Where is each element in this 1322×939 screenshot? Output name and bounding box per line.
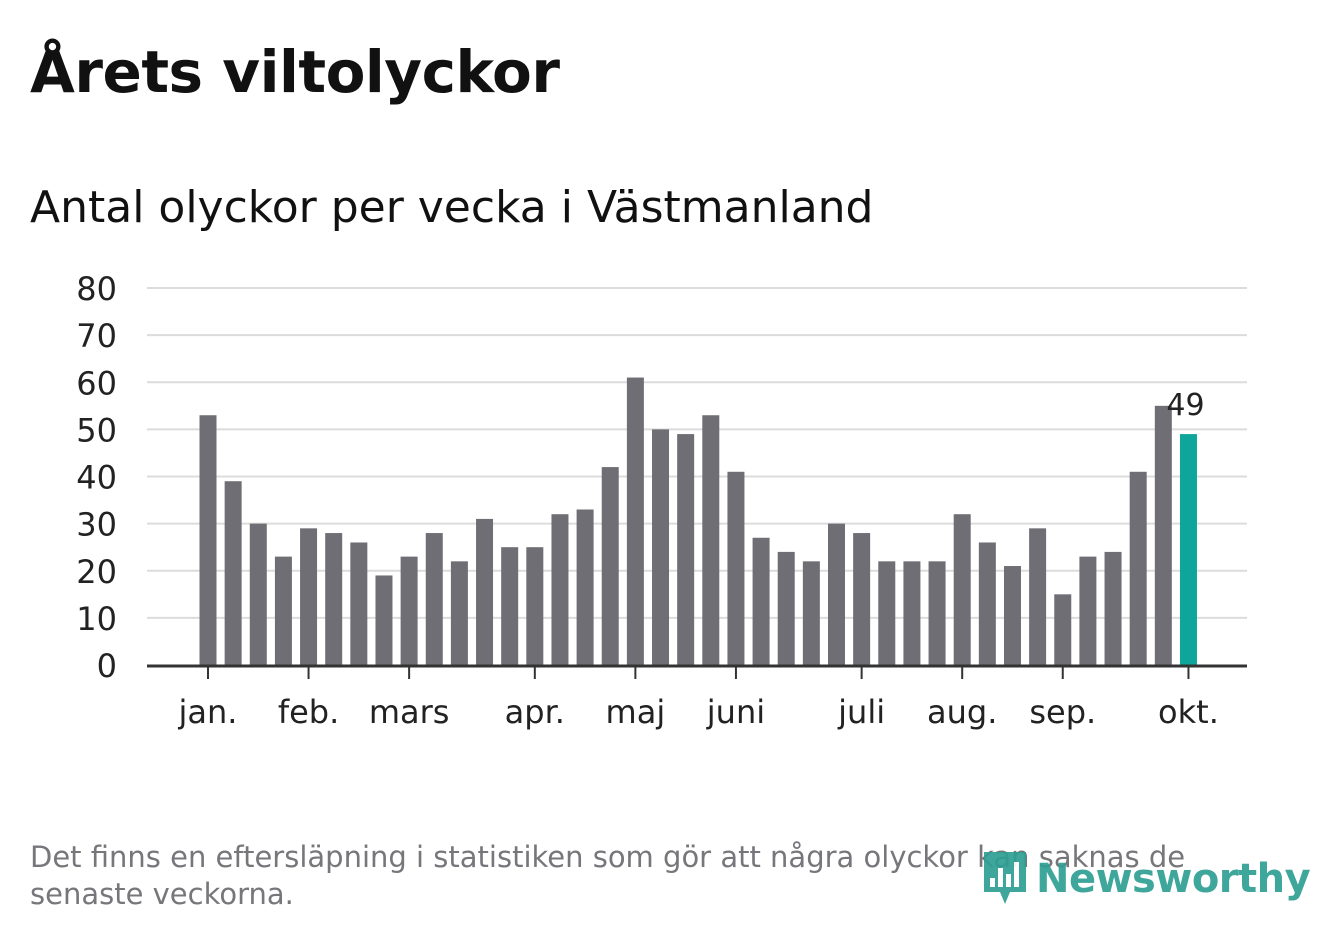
bar (1003, 566, 1021, 665)
bar (903, 561, 921, 665)
y-tick-label: 20 (76, 553, 117, 591)
x-tick-label: juni (706, 693, 765, 731)
bar (702, 415, 720, 665)
x-tick-label: maj (606, 693, 666, 731)
newsworthy-logo[interactable]: Newsworthy (980, 848, 1311, 910)
x-axis-ticks: jan. feb. mars apr. maj juni juli aug. sep. okt. (178, 666, 1219, 731)
bar (1129, 471, 1147, 665)
bar (1104, 551, 1122, 665)
y-axis-ticks: 0 10 20 30 40 50 60 70 80 (76, 270, 117, 685)
bar (878, 561, 896, 665)
bar (777, 551, 795, 665)
bar (1079, 556, 1097, 665)
bar (853, 533, 871, 665)
bar (752, 537, 770, 665)
bar (1054, 594, 1072, 665)
x-tick-label: sep. (1029, 693, 1096, 731)
y-tick-label: 70 (76, 317, 117, 355)
bar (526, 547, 544, 665)
bar (501, 547, 519, 665)
bar (802, 561, 820, 665)
bar (551, 514, 569, 665)
y-tick-label: 30 (76, 506, 117, 544)
bar (828, 523, 845, 665)
bar (249, 523, 267, 665)
bar (425, 533, 443, 665)
bar (601, 467, 619, 665)
y-tick-label: 50 (76, 411, 117, 449)
bar-highlight (1179, 434, 1197, 665)
bar (199, 415, 217, 665)
bar (727, 471, 745, 665)
newsworthy-logo-text: Newsworthy (1036, 856, 1311, 902)
x-tick-label: jan. (178, 693, 238, 731)
x-tick-label: apr. (505, 693, 565, 731)
bar (375, 575, 393, 665)
bar (300, 528, 318, 665)
x-tick-label: juli (837, 693, 885, 731)
bar (626, 377, 644, 665)
bar (325, 533, 343, 665)
bar (1029, 528, 1047, 665)
x-tick-label: mars (369, 693, 450, 731)
x-tick-label: okt. (1158, 693, 1219, 731)
bar (400, 556, 418, 665)
y-tick-label: 10 (76, 600, 117, 638)
y-tick-label: 40 (76, 459, 117, 497)
chart-subtitle: Antal olyckor per vecka i Västmanland (30, 182, 874, 233)
bar (476, 518, 494, 665)
y-tick-label: 80 (76, 270, 117, 308)
bar (1154, 405, 1172, 665)
highlight-value-label: 49 (1166, 388, 1204, 423)
bar (677, 434, 695, 665)
x-tick-label: aug. (927, 693, 997, 731)
bar (953, 514, 971, 665)
newsworthy-logo-icon (984, 852, 1026, 904)
bar (274, 556, 292, 665)
bar-chart: 0 10 20 30 40 50 60 70 80 jan. feb. mars apr. maj jun… (76, 270, 1247, 731)
bar (350, 542, 368, 665)
gridlines (147, 287, 1247, 619)
y-tick-label: 60 (76, 364, 117, 402)
bar (652, 429, 670, 665)
y-tick-label: 0 (97, 647, 117, 685)
bar (928, 561, 946, 665)
bar (224, 481, 242, 665)
bar (978, 542, 996, 665)
bars (199, 377, 1197, 665)
bar (576, 509, 594, 665)
chart-title: Årets viltolyckor (30, 38, 560, 106)
x-tick-label: feb. (278, 693, 339, 731)
bar (450, 561, 468, 665)
